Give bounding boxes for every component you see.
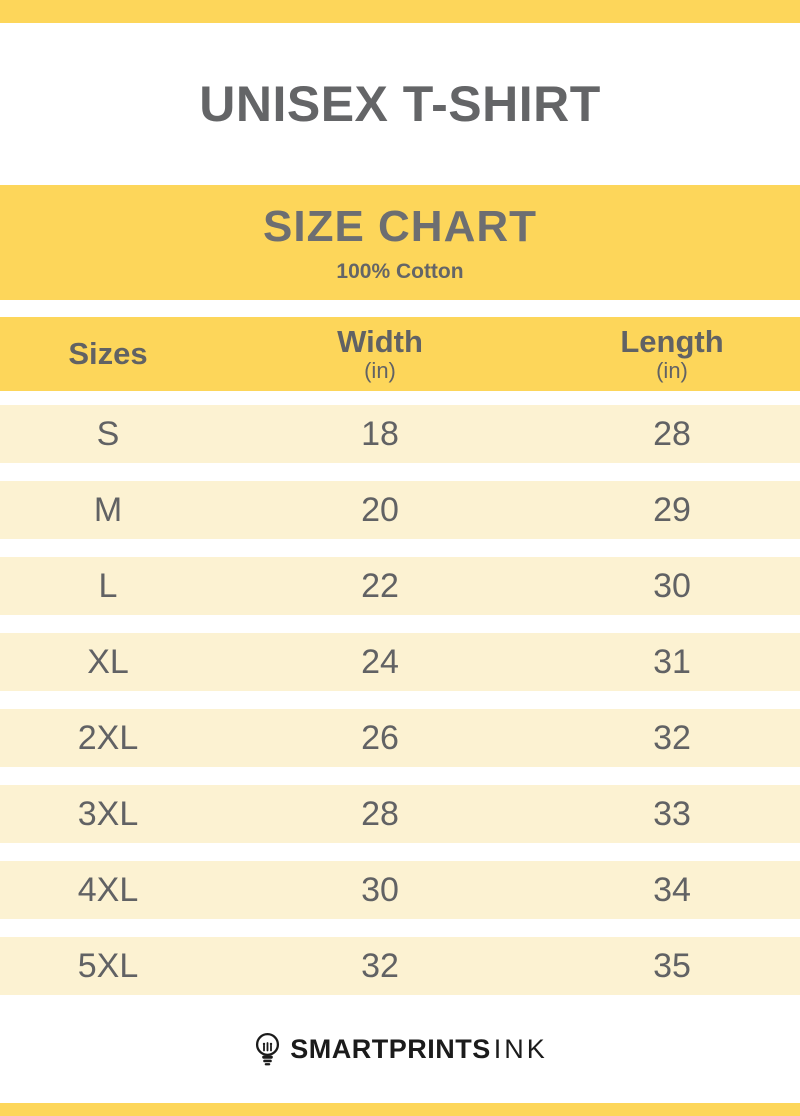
length-cell: 32	[653, 718, 691, 757]
length-cell: 34	[653, 870, 691, 909]
table-row: 4XL 30 34	[0, 861, 800, 919]
column-label: Sizes	[68, 335, 148, 371]
table-row: S 18 28	[0, 405, 800, 463]
column-header-width: Width (in)	[216, 317, 544, 391]
width-cell: 30	[361, 870, 399, 909]
table-row: XL 24 31	[0, 633, 800, 691]
table-row: 3XL 28 33	[0, 785, 800, 843]
column-label: Length	[620, 324, 724, 360]
size-chart-banner: SIZE CHART 100% Cotton	[0, 185, 800, 300]
footer: SMARTPRINTS INK	[0, 995, 800, 1103]
table-header-row: Sizes Width (in) Length (in)	[0, 317, 800, 391]
size-cell: S	[96, 414, 120, 453]
length-cell: 33	[653, 794, 691, 833]
length-cell: 28	[653, 414, 691, 453]
spacer	[0, 391, 800, 405]
width-cell: 28	[361, 794, 399, 833]
brand-name-light: INK	[493, 1033, 548, 1064]
column-unit: (in)	[656, 357, 688, 383]
table-row: 2XL 26 32	[0, 709, 800, 767]
column-header-sizes: Sizes	[0, 317, 216, 391]
table-row: L 22 30	[0, 557, 800, 615]
top-accent-bar	[0, 0, 800, 23]
size-cell: 5XL	[77, 946, 139, 985]
size-cell: 2XL	[77, 718, 139, 757]
length-cell: 29	[653, 490, 691, 529]
brand-name-bold: SMARTPRINTS	[290, 1033, 491, 1064]
width-cell: 32	[361, 946, 399, 985]
bottom-accent-bar	[0, 1103, 800, 1116]
width-cell: 22	[361, 566, 399, 605]
column-header-length: Length (in)	[544, 317, 800, 391]
title-section: UNISEX T-SHIRT	[0, 23, 800, 185]
size-table-body: S 18 28 M 20 29 L 22 30 XL 24 31 2XL 26 …	[0, 405, 800, 995]
spacer	[0, 300, 800, 317]
size-cell: M	[93, 490, 123, 529]
table-row: M 20 29	[0, 481, 800, 539]
column-unit: (in)	[364, 357, 396, 383]
lightbulb-icon	[252, 1031, 283, 1068]
page-title: UNISEX T-SHIRT	[199, 76, 601, 132]
column-label: Width	[337, 324, 423, 360]
width-cell: 24	[361, 642, 399, 681]
width-cell: 20	[361, 490, 399, 529]
table-row: 5XL 32 35	[0, 937, 800, 995]
size-cell: 4XL	[77, 870, 139, 909]
size-chart-title: SIZE CHART	[263, 201, 537, 251]
size-cell: XL	[87, 642, 129, 681]
length-cell: 35	[653, 946, 691, 985]
fabric-subtitle: 100% Cotton	[336, 259, 464, 283]
size-cell: L	[98, 566, 118, 605]
size-cell: 3XL	[77, 794, 139, 833]
brand-logo: SMARTPRINTS INK	[252, 1031, 548, 1068]
length-cell: 30	[653, 566, 691, 605]
width-cell: 18	[361, 414, 399, 453]
length-cell: 31	[653, 642, 691, 681]
width-cell: 26	[361, 718, 399, 757]
